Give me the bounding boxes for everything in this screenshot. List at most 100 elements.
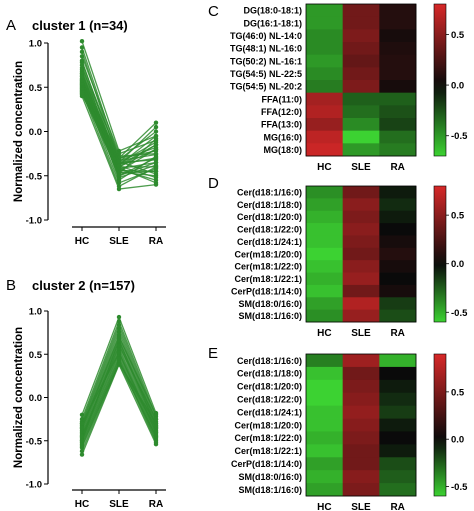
data-point: [153, 124, 159, 130]
heatmap-cell: [379, 105, 417, 119]
heatmap-cell: [306, 309, 344, 323]
heatmap-cell: [379, 444, 417, 458]
chart-title: cluster 1 (n=34): [32, 18, 128, 33]
data-point: [153, 152, 159, 157]
row-label: SM(d18:1/16:0): [238, 485, 302, 495]
heatmap-cell: [306, 67, 344, 81]
column-label: RA: [390, 502, 404, 511]
heatmap-cell: [306, 405, 344, 419]
data-point: [116, 338, 122, 343]
x-tick-label: SLE: [109, 499, 129, 510]
heatmap-cell: [379, 392, 417, 407]
data-point: [153, 160, 159, 165]
y-tick-label: 1.0: [29, 307, 42, 318]
chart-title: cluster 2 (n=157): [32, 278, 135, 293]
heatmap-cell: [306, 143, 344, 157]
heatmap-cell: [342, 284, 380, 298]
data-point: [153, 182, 159, 187]
row-label: Cer(d18:1/22:0): [237, 394, 302, 404]
heatmap-frame: [305, 185, 417, 323]
data-point: [153, 423, 159, 429]
heatmap-cell: [306, 105, 344, 119]
row-label: Cer(m18:1/20:0): [234, 249, 302, 259]
data-point: [79, 452, 85, 457]
heatmap-cell: [379, 143, 417, 157]
heatmap-cell: [306, 29, 344, 43]
data-point: [79, 421, 85, 426]
heatmap-cell: [342, 309, 380, 323]
column-label: RA: [390, 162, 404, 173]
row-label: Cer(m18:1/22:1): [234, 446, 302, 456]
heatmap-cell: [342, 130, 380, 144]
heatmap-cell: [342, 143, 380, 157]
heatmap-cell: [342, 92, 380, 106]
colorbar-tick-label: -0.5: [451, 308, 468, 319]
heatmap-cell: [342, 297, 380, 311]
data-point: [116, 350, 122, 355]
line-chart-cluster-1: cluster 1 (n=34) 1.0 0.5 0.0 -0.5 -1.0 HC SLE RA…: [13, 18, 166, 247]
row-label: Cer(d18:1/18:0): [237, 369, 302, 379]
heatmap-cell: [379, 210, 417, 224]
y-tick-label: 0.5: [29, 83, 43, 94]
heatmap-cell: [379, 354, 417, 368]
data-point: [153, 136, 159, 141]
row-label: Cer(d18:1/20:0): [237, 382, 302, 392]
row-label: SM(d18:0/16:0): [238, 472, 302, 482]
heatmap-cell: [379, 54, 417, 68]
row-label: TG(54:5) NL-20:2: [230, 82, 302, 92]
row-label: Cer(m18:1/22:0): [234, 433, 302, 443]
data-point: [79, 49, 85, 55]
colorbar-tick-label: 0.5: [451, 387, 465, 398]
data-point: [79, 45, 85, 50]
heatmap-cell: [306, 297, 344, 311]
row-label: SM(d18:1/16:0): [238, 311, 302, 321]
data-point: [116, 329, 122, 334]
heatmap-cell: [379, 80, 417, 94]
heatmap-cell: [306, 54, 344, 68]
heatmap-cell: [342, 354, 380, 368]
heatmap-cell: [379, 235, 417, 249]
colorbar-tick-label: -0.5: [451, 131, 468, 142]
line-chart-cluster-2: cluster 2 (n=157) 1.0 0.5 0.0 -0.5 -1.0 HC SLE R…: [13, 278, 166, 510]
x-tick-label: RA: [149, 499, 163, 510]
row-label: FFA(12:0): [261, 107, 302, 117]
row-label: MG(18:0): [263, 145, 302, 155]
data-point: [79, 438, 85, 443]
data-point: [153, 416, 159, 422]
panel-label-b: B: [6, 277, 16, 294]
heatmap-cell: [342, 118, 380, 132]
data-point: [153, 147, 159, 152]
row-label: DG(18:0-18:1): [243, 6, 302, 16]
heatmap-cell: [342, 235, 380, 249]
colorbar-tick-label: 0.5: [451, 211, 465, 222]
colorbar-tick-label: 0.0: [451, 435, 464, 446]
heatmap-cell: [306, 4, 344, 18]
heatmap-cell: [342, 80, 380, 94]
y-axis-label: Normalized concentration: [13, 61, 25, 202]
heatmap-cell: [342, 379, 380, 394]
data-point: [153, 175, 159, 180]
row-label: FFA(13:0): [261, 120, 302, 130]
heatmap-e: Cer(d18:1/16:0) Cer(d18:1/18:0) Cer(d18:1/…: [231, 353, 468, 511]
row-label: MG(16:0): [263, 132, 302, 142]
heatmap-cell: [306, 366, 344, 381]
colorbar: [433, 3, 447, 157]
data-point: [116, 326, 122, 331]
data-point: [153, 434, 159, 439]
heatmap-cell: [342, 470, 380, 484]
heatmap-cell: [306, 186, 344, 199]
heatmap-cell: [379, 470, 417, 484]
heatmap-cell: [342, 4, 380, 18]
colorbar-tick-label: -0.5: [451, 482, 468, 493]
data-point: [116, 186, 122, 192]
row-label: Cer(m18:1/22:1): [234, 274, 302, 284]
data-point: [116, 163, 122, 169]
data-point: [116, 334, 122, 340]
panel-label-e: E: [208, 345, 218, 362]
heatmap-cell: [342, 366, 380, 381]
y-tick-label: -0.5: [26, 171, 43, 182]
row-label: SM(d18:0/16:0): [238, 299, 302, 309]
data-point: [153, 120, 159, 125]
heatmap-cell: [306, 418, 344, 432]
heatmap-cell: [342, 418, 380, 432]
